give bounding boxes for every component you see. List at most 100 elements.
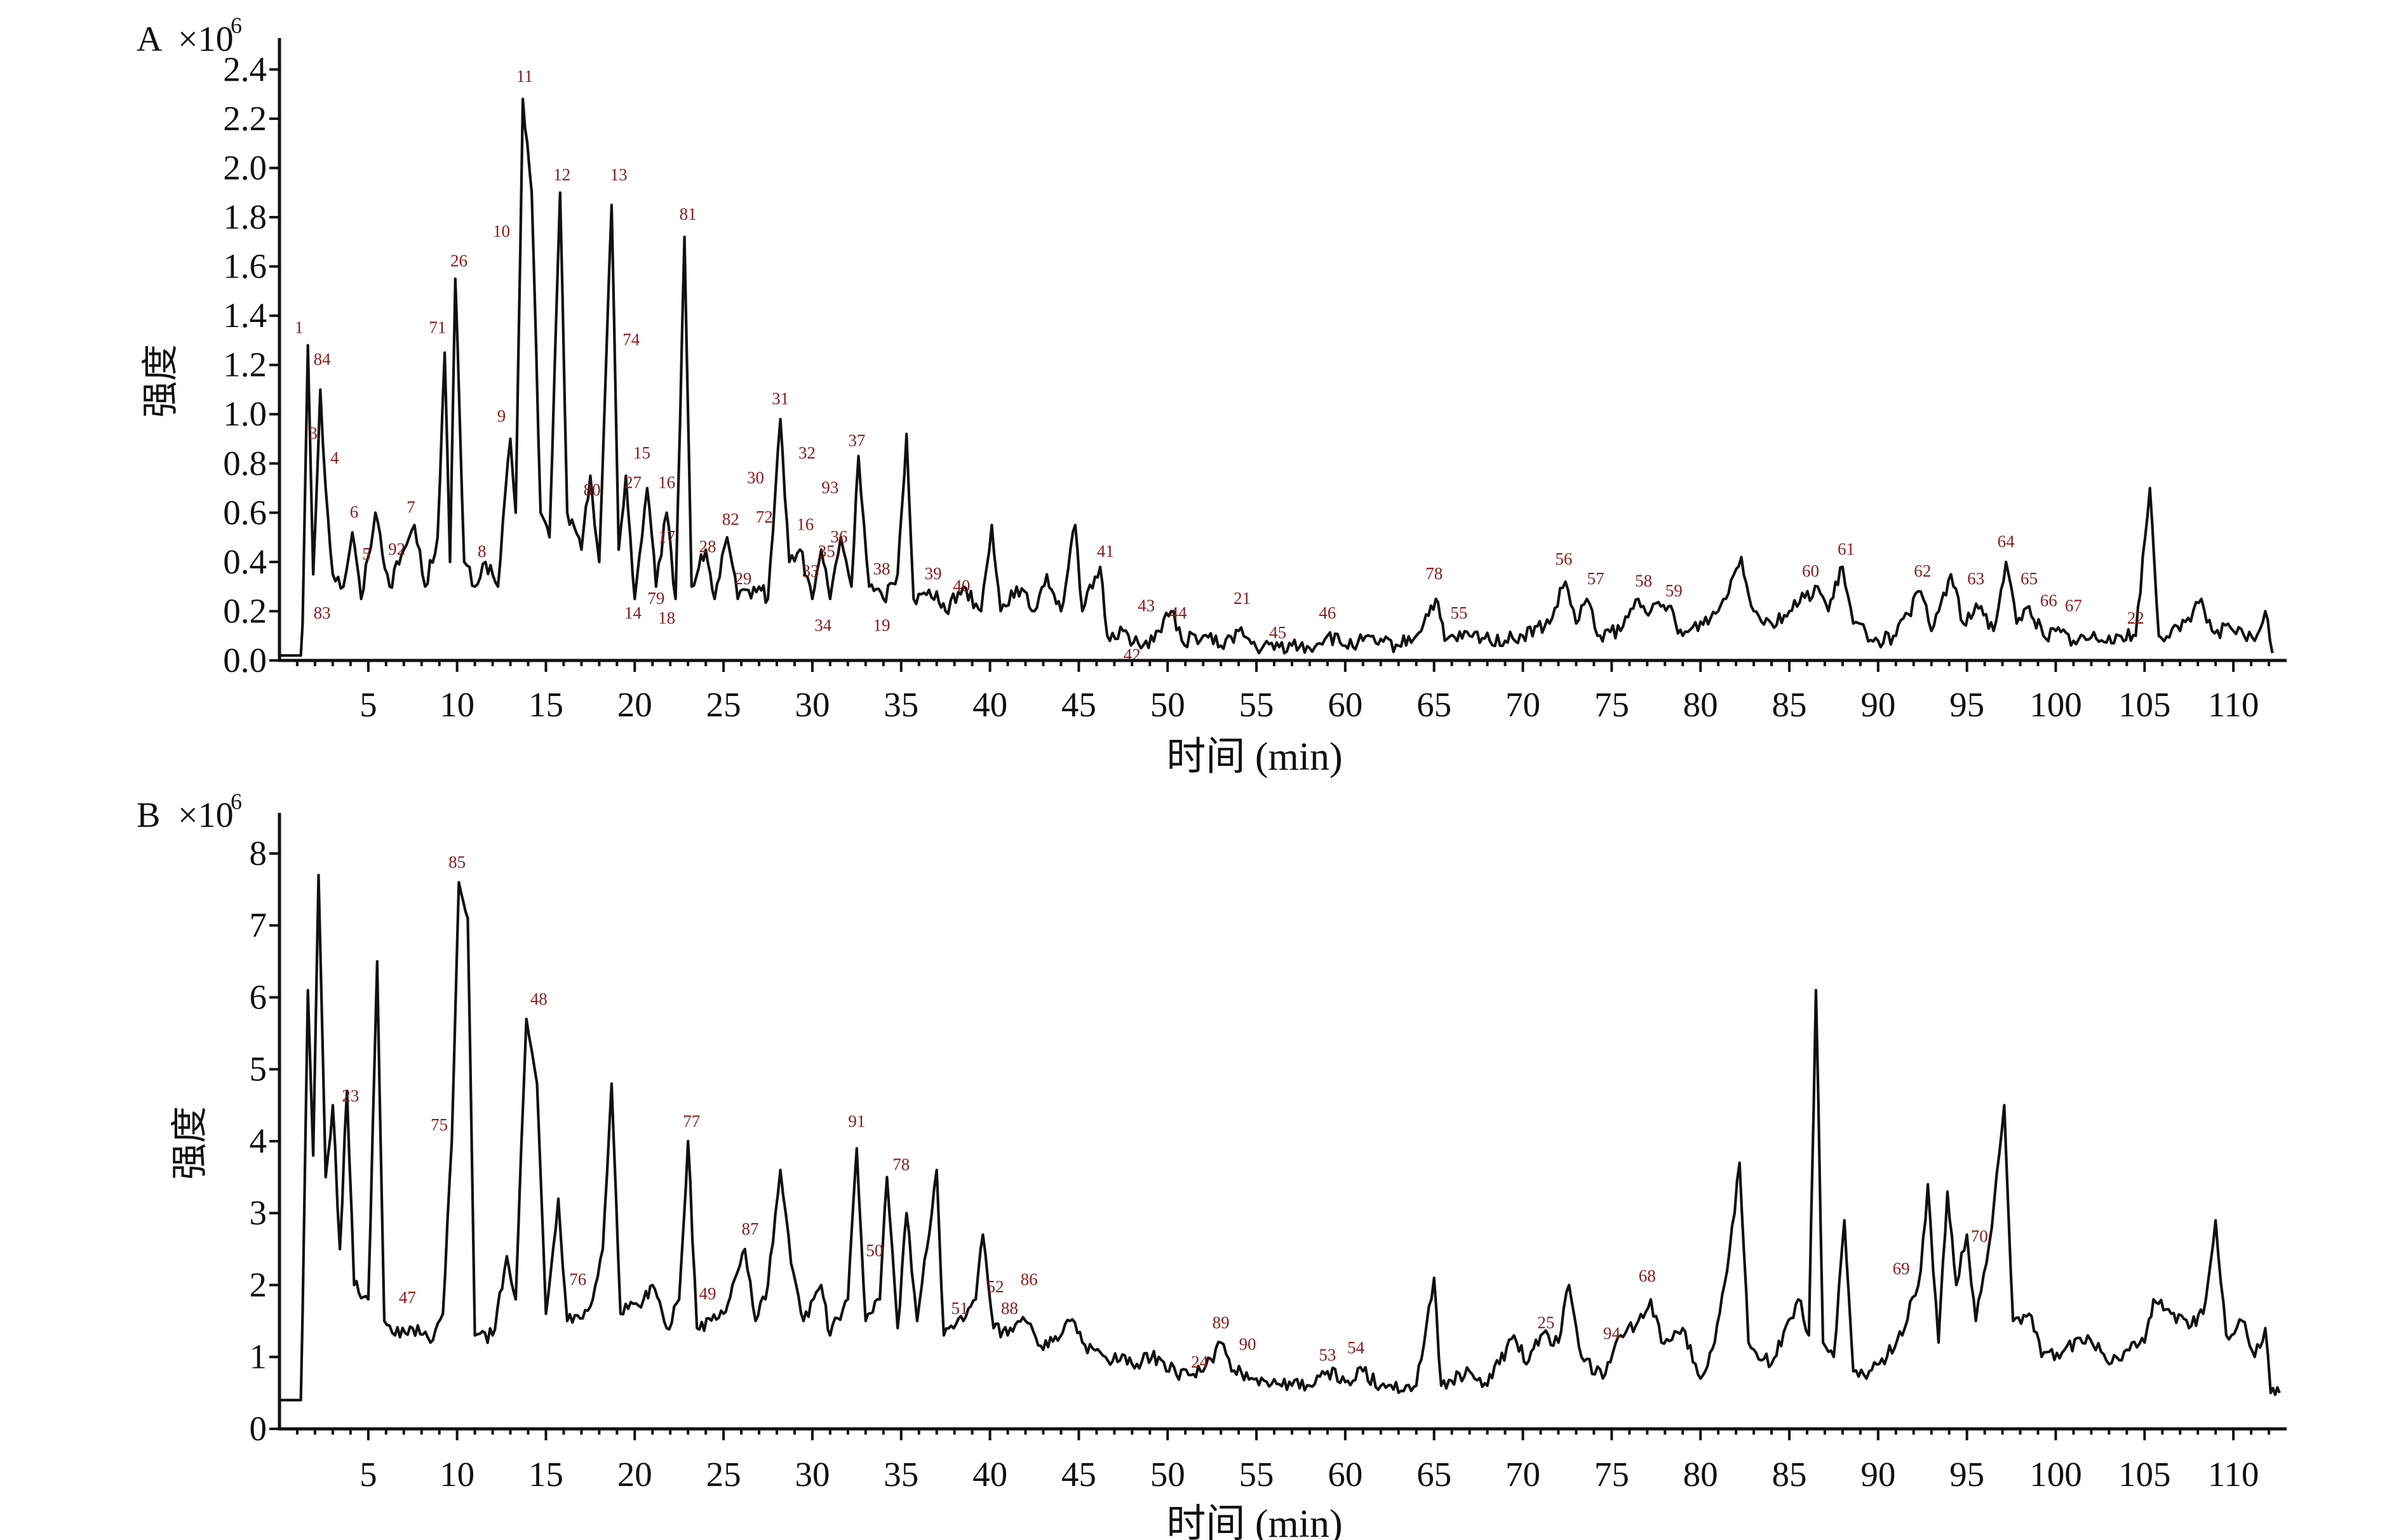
peak-label: 90 [1239,1334,1256,1353]
peak-label: 26 [450,251,467,271]
peak-label: 71 [429,318,446,337]
y-tick-label: 8 [250,834,267,873]
y-tick-label: 3 [250,1193,267,1232]
peak-label: 81 [680,204,697,224]
x-tick-label: 100 [2029,685,2082,724]
y-tick-label: 4 [250,1122,267,1160]
peak-label: 78 [1425,564,1443,583]
peak-label: 92 [388,539,405,558]
y-tick-label: 7 [250,906,267,944]
peak-label: 52 [986,1277,1004,1296]
peak-label: 40 [953,576,970,595]
peak-label: 87 [742,1219,759,1238]
y-tick-label: 0.0 [223,641,267,680]
peak-label: 47 [399,1288,416,1307]
y-tick-label: 1.8 [223,198,267,236]
peak-label: 3 [309,424,318,443]
x-tick-label: 25 [706,685,741,724]
peak-label: 62 [1914,561,1931,580]
peak-label: 45 [1269,623,1286,642]
peak-label: 12 [553,165,570,184]
x-tick-label: 65 [1416,685,1451,724]
y-tick-label: 2.2 [223,99,267,138]
y-tick-label: 1.0 [223,394,267,433]
peak-label: 54 [1347,1338,1365,1357]
peak-label: 78 [892,1155,910,1174]
peak-label: 31 [772,389,789,408]
x-tick-label: 30 [795,685,830,724]
x-tick-label: 95 [1949,1455,1984,1494]
panel-a-chromatogram-trace [279,97,2274,657]
peak-label: 53 [1319,1345,1336,1364]
peak-label: 14 [624,603,642,622]
peak-label: 24 [1191,1353,1209,1372]
x-tick-label: 90 [1860,685,1895,724]
peak-label: 59 [1665,581,1683,600]
y-tick-label: 2.4 [223,50,267,88]
peak-label: 6 [350,502,359,521]
peak-label: 1 [295,318,304,337]
peak-label: 63 [1967,569,1984,588]
x-tick-label: 85 [1772,1455,1806,1494]
peak-label: 4 [330,448,339,467]
peak-label: 69 [1893,1259,1910,1278]
peak-label: 82 [722,510,739,529]
panel-b-y-axis-title: 强度 [168,1106,211,1180]
x-tick-label: 30 [795,1455,830,1494]
panel-b-y-ticks: 0 1 2 3 4 5 6 7 8 [250,834,279,1448]
peak-label: 74 [622,330,640,349]
peak-label: 25 [1537,1313,1554,1332]
x-tick-label: 35 [884,1455,918,1494]
peak-label: 9 [497,406,506,425]
peak-label: 29 [734,569,751,588]
panel-b-x-axis-title: 时间 (min) [1166,1503,1342,1540]
peak-label: 88 [1001,1299,1018,1318]
peak-label: 68 [1639,1266,1656,1285]
peak-label: 66 [2040,591,2057,610]
peak-label: 32 [798,443,816,462]
panel-a-scale-exponent: 6 [231,13,242,38]
x-tick-label: 65 [1416,1455,1451,1494]
y-tick-label: 0.4 [223,542,267,581]
peak-label: 35 [818,542,835,561]
peak-label: 77 [683,1111,700,1130]
x-tick-label: 55 [1239,685,1274,724]
x-tick-label: 60 [1328,1455,1362,1494]
y-tick-label: 1.6 [223,247,267,286]
peak-label: 76 [569,1269,586,1289]
peak-label: 11 [516,67,533,86]
x-tick-label: 80 [1683,685,1718,724]
peak-label: 13 [610,165,628,184]
x-tick-label: 85 [1772,685,1806,724]
panel-b: B ×10 6 强度 时间 (min) 5 10 15 20 25 30 35 40 45 50 5… [137,789,2287,1540]
x-tick-label: 55 [1239,1455,1274,1494]
peak-label: 23 [342,1087,359,1106]
peak-label: 60 [1802,561,1819,580]
panel-a-label: A [137,20,163,59]
panel-a-scale-label: ×10 [178,20,234,59]
peak-label: 7 [407,497,415,516]
x-tick-label: 75 [1594,1455,1629,1494]
x-tick-label: 100 [2029,1455,2082,1494]
peak-label: 17 [658,527,675,546]
peak-label: 15 [633,443,650,462]
peak-label: 72 [756,507,773,526]
peak-label: 50 [866,1241,883,1260]
peak-label: 46 [1319,603,1336,622]
panel-a-x-axis-title: 时间 (min) [1166,735,1342,779]
panel-b-chromatogram-trace [279,873,2281,1402]
peak-label: 83 [314,603,331,622]
peak-label: 89 [1213,1313,1230,1332]
peak-label: 94 [1603,1323,1621,1342]
x-tick-label: 15 [528,1455,563,1494]
peak-label: 55 [1450,603,1467,622]
peak-label: 48 [530,989,548,1008]
peak-label: 39 [925,564,942,583]
peak-label: 67 [2065,596,2082,615]
y-tick-label: 0.8 [223,444,267,483]
peak-label: 18 [658,608,675,627]
x-tick-label: 35 [884,685,918,724]
y-tick-label: 0 [250,1409,267,1448]
y-tick-label: 1.4 [223,296,267,335]
